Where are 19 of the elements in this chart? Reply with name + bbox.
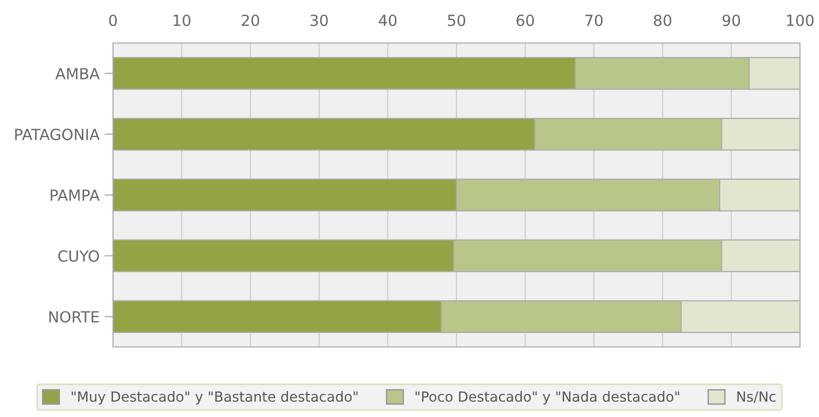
y-tick-label: AMBA xyxy=(55,68,100,80)
legend-label: "Poco Destacado" y "Nada destacado" xyxy=(416,391,680,404)
legend-label: "Muy Destacado" y "Bastante destacado" xyxy=(72,391,358,404)
y-tick-label: PATAGONIA xyxy=(15,128,100,140)
y-tick-label: PAMPA xyxy=(50,190,100,201)
x-tick-label: 70 xyxy=(585,14,603,26)
y-tick-label: NORTE xyxy=(49,311,99,323)
x-tick-label: 40 xyxy=(378,14,397,26)
x-tick-label: 20 xyxy=(242,14,260,26)
x-tick-label: 80 xyxy=(654,14,672,26)
legend-label: Ns/Nc xyxy=(737,391,776,403)
x-tick-label: 60 xyxy=(516,14,534,26)
x-tick-label: 30 xyxy=(310,14,328,26)
x-tick-label: 50 xyxy=(448,14,466,26)
x-tick-label: 100 xyxy=(787,14,814,26)
x-tick-label: 10 xyxy=(174,14,190,26)
y-tick-label: CUYO xyxy=(58,250,99,262)
x-tick-label: 0 xyxy=(109,14,117,26)
x-tick-label: 90 xyxy=(722,14,740,26)
